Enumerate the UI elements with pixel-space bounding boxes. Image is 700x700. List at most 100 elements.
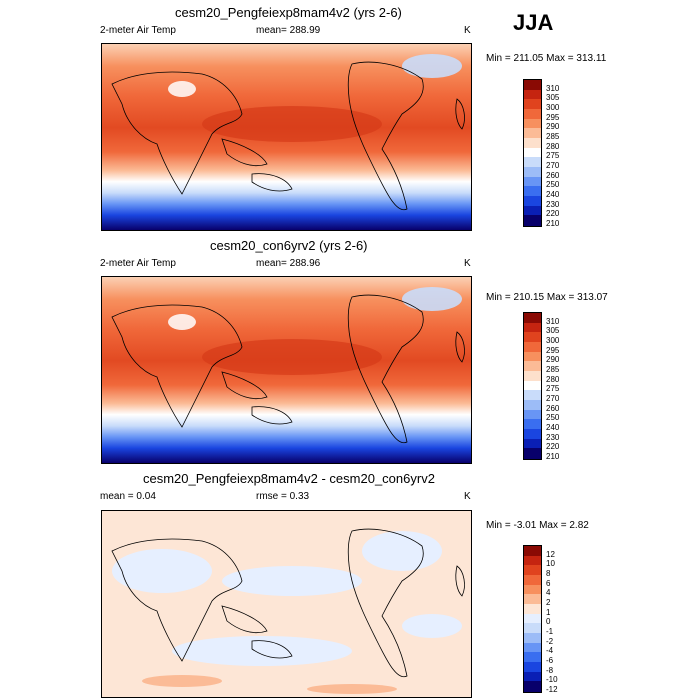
panel-3-cbar-seg [524, 585, 541, 594]
panel-3-cbar-seg [524, 556, 541, 565]
panel-2-greenland-cold [402, 287, 462, 311]
panel-2-cbar-tick: 310 [546, 317, 560, 326]
panel-1-cbar-tick: 300 [546, 103, 560, 112]
panel-2-cbar-tick: 275 [546, 384, 560, 393]
panel-3-map [101, 510, 472, 698]
panel-2-units: K [464, 258, 471, 269]
panel-2-cbar-tick: 295 [546, 346, 560, 355]
panel-1-cbar-tick: 280 [546, 142, 560, 151]
panel-1-map-svg [102, 44, 471, 230]
panel-1-cbar-tick: 275 [546, 151, 560, 160]
panel-3-cbar-seg [524, 662, 541, 672]
panel-3-negative-region [222, 566, 362, 596]
panel-1-cbar-seg [524, 206, 541, 215]
panel-2-cbar-seg [524, 323, 541, 332]
panel-2-cbar-seg [524, 342, 541, 352]
panel-2-cbar-seg [524, 410, 541, 419]
panel-2-cbar-seg [524, 313, 541, 323]
panel-3-negative-region [402, 614, 462, 638]
panel-3-cbar-seg [524, 575, 541, 585]
panel-3-cbar-seg [524, 681, 541, 692]
panel-1-cbar-tick: 270 [546, 161, 560, 170]
panel-3-cbar-tick: 8 [546, 569, 551, 578]
panel-2-cbar-tick: 250 [546, 413, 560, 422]
panel-3-cbar-tick: -10 [546, 675, 558, 684]
panel-1-cbar-tick: 295 [546, 113, 560, 122]
panel-2-cbar-seg [524, 390, 541, 400]
panel-1-cbar-seg [524, 138, 541, 148]
panel-1-warm-pool [202, 106, 382, 142]
panel-3-cbar-seg [524, 672, 541, 681]
panel-1-units: K [464, 25, 471, 36]
panel-3-cbar-seg [524, 643, 541, 652]
panel-2-cbar-tick: 230 [546, 433, 560, 442]
panel-1-cbar-seg [524, 177, 541, 186]
panel-1-tibet-cold [168, 81, 196, 97]
panel-3-cbar-seg [524, 652, 541, 662]
panel-2-cbar-seg [524, 400, 541, 410]
panel-2-map-svg [102, 277, 471, 463]
panel-3-units: K [464, 491, 471, 502]
panel-3-negative-region [112, 549, 212, 593]
panel-2-warm-pool [202, 339, 382, 375]
panel-1-variable-label: 2-meter Air Temp [100, 25, 176, 36]
panel-2-cbar-seg [524, 371, 541, 381]
panel-1-cbar-seg [524, 99, 541, 109]
panel-1-cbar-seg [524, 186, 541, 196]
panel-3-minmax: Min = -3.01 Max = 2.82 [486, 520, 589, 531]
panel-2-cbar-tick: 210 [546, 452, 560, 461]
panel-3-cbar-seg [524, 604, 541, 614]
panel-3-cbar-seg [524, 614, 541, 623]
panel-3-cbar-tick: -6 [546, 656, 554, 665]
panel-1-cbar-seg [524, 128, 541, 138]
panel-3-cbar-seg [524, 594, 541, 604]
panel-3-positive-region [307, 684, 397, 694]
panel-2-colorbar [523, 312, 542, 460]
panel-3-cbar-tick: -2 [546, 637, 554, 646]
panel-2-cbar-tick: 220 [546, 442, 560, 451]
panel-3-cbar-tick: -8 [546, 666, 554, 675]
panel-3-coastlines [111, 528, 465, 678]
panel-1-minmax: Min = 211.05 Max = 313.11 [486, 53, 607, 64]
panel-1-cbar-seg [524, 80, 541, 90]
panel-3-cbar-tick: 2 [546, 598, 551, 607]
panel-2-minmax: Min = 210.15 Max = 313.07 [486, 292, 608, 303]
panel-1-title: cesm20_Pengfeiexp8mam4v2 (yrs 2-6) [175, 5, 402, 20]
panel-2-coastlines [111, 294, 465, 444]
panel-1-cbar-seg [524, 167, 541, 177]
panel-1-cbar-seg [524, 148, 541, 157]
panel-3-cbar-seg [524, 565, 541, 575]
panel-2-cbar-seg [524, 352, 541, 361]
panel-3-cbar-tick: 4 [546, 588, 551, 597]
panel-3-negative-region [362, 531, 442, 571]
panel-2-cbar-tick: 300 [546, 336, 560, 345]
panel-3-cbar-seg [524, 546, 541, 556]
panel-3-cbar-tick: -12 [546, 685, 558, 694]
panel-1-cbar-tick: 240 [546, 190, 560, 199]
panel-2-cbar-tick: 290 [546, 355, 560, 364]
panel-3-cbar-tick: 6 [546, 579, 551, 588]
panel-1-cbar-tick: 285 [546, 132, 560, 141]
panel-1-cbar-tick: 230 [546, 200, 560, 209]
panel-3-mean-label: mean = 0.04 [100, 491, 156, 502]
panel-3-colorbar [523, 545, 542, 693]
panel-1-cbar-tick: 310 [546, 84, 560, 93]
panel-1-cbar-seg [524, 215, 541, 226]
panel-3-cbar-seg [524, 633, 541, 643]
panel-1-coastlines [111, 61, 465, 211]
panel-3-map-svg [102, 511, 471, 697]
panel-3-cbar-tick: 1 [546, 608, 551, 617]
panel-2-variable-label: 2-meter Air Temp [100, 258, 176, 269]
panel-3-cbar-tick: 10 [546, 559, 555, 568]
panel-2-map [101, 276, 472, 464]
panel-3-title: cesm20_Pengfeiexp8mam4v2 - cesm20_con6yr… [143, 471, 435, 486]
panel-1-cbar-tick: 250 [546, 180, 560, 189]
panel-2-cbar-tick: 240 [546, 423, 560, 432]
panel-2-cbar-seg [524, 361, 541, 371]
panel-2-cbar-seg [524, 381, 541, 390]
panel-1-mean-label: mean= 288.99 [256, 25, 321, 36]
panel-2-cbar-seg [524, 429, 541, 439]
panel-2-cbar-tick: 270 [546, 394, 560, 403]
panel-3-cbar-tick: -1 [546, 627, 554, 636]
panel-1-colorbar [523, 79, 542, 227]
